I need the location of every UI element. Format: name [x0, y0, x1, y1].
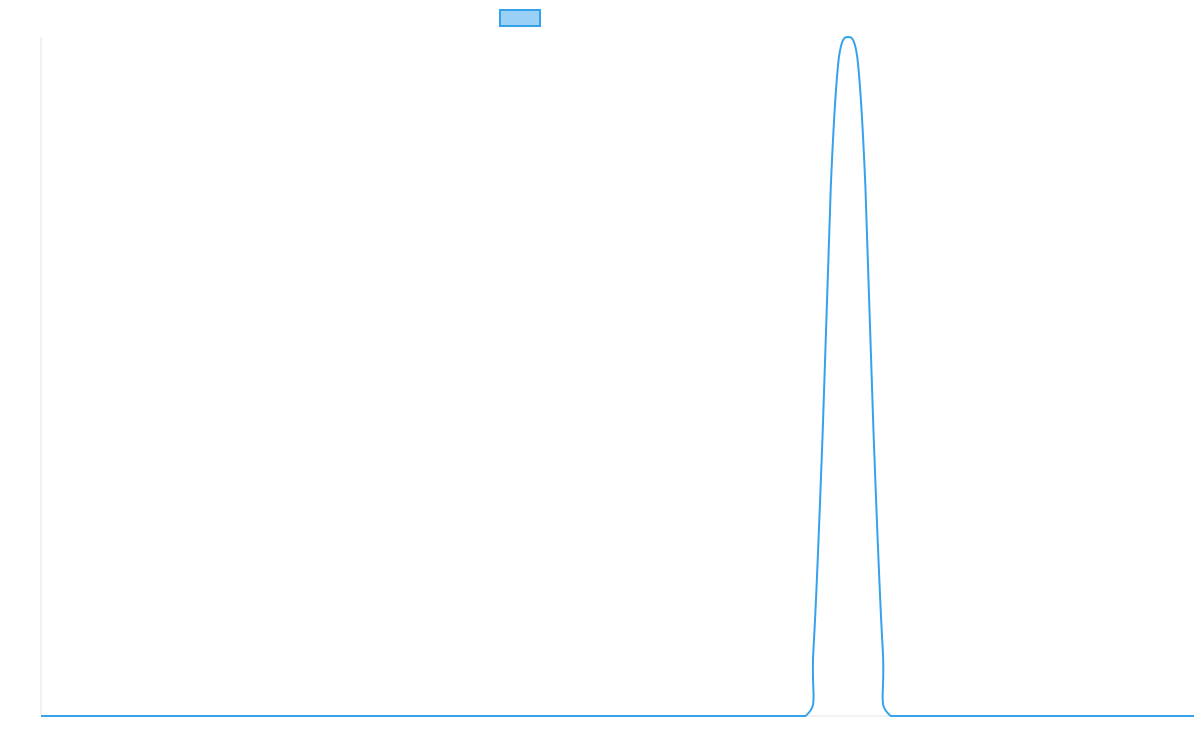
legend[interactable]	[499, 9, 541, 27]
series-line-0[interactable]	[41, 36, 1194, 718]
legend-swatch[interactable]	[499, 9, 541, 27]
chart-axes	[40, 37, 1194, 717]
series-layer	[41, 36, 1194, 718]
